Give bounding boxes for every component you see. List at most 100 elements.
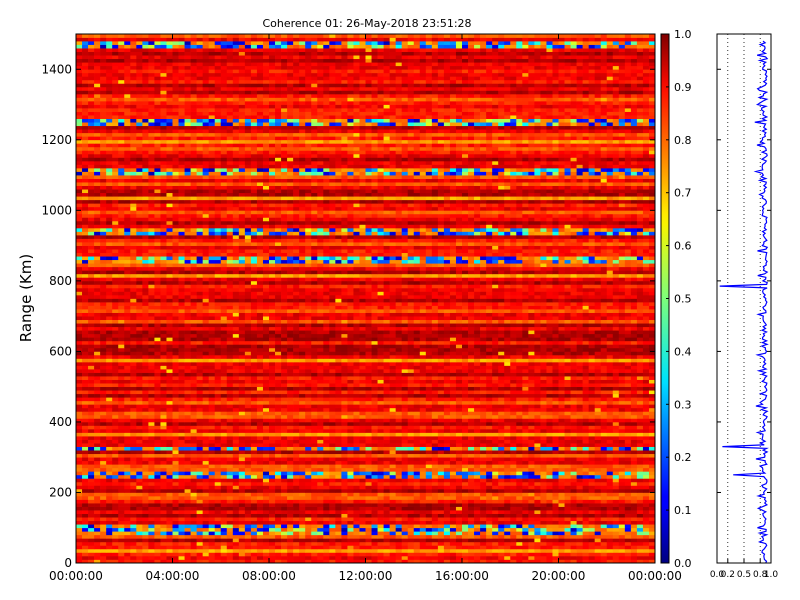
heatmap-cell xyxy=(522,450,529,455)
heatmap-cell xyxy=(395,436,403,440)
heatmap-cell xyxy=(226,517,234,522)
heatmap-cell xyxy=(455,499,463,504)
heatmap-cell xyxy=(275,510,282,514)
heatmap-cell xyxy=(232,495,240,500)
heatmap-cell xyxy=(94,555,101,560)
heatmap-cell xyxy=(618,400,626,405)
heatmap-cell xyxy=(208,531,216,536)
heatmap-cell xyxy=(154,527,161,532)
heatmap-cell xyxy=(359,503,366,507)
heatmap-cell xyxy=(154,471,161,476)
heatmap-cell xyxy=(474,453,481,458)
heatmap-cell xyxy=(576,517,583,522)
heatmap-cell xyxy=(558,510,565,514)
heatmap-cell xyxy=(498,414,505,419)
heatmap-cell xyxy=(226,428,234,433)
heatmap-cell xyxy=(528,450,535,455)
heatmap-cell xyxy=(636,432,644,437)
heatmap-cell xyxy=(642,471,650,476)
heatmap-cell xyxy=(100,439,107,444)
heatmap-cell xyxy=(600,418,608,423)
heatmap-cell xyxy=(516,414,523,419)
heatmap-cell xyxy=(196,481,204,486)
heatmap-cell xyxy=(443,538,451,543)
heatmap-cell xyxy=(612,559,620,564)
heatmap-cell xyxy=(618,492,626,497)
heatmap-cell xyxy=(407,418,415,423)
heatmap-cell xyxy=(311,386,318,391)
heatmap-cell xyxy=(534,506,541,511)
heatmap-cell xyxy=(130,404,137,409)
heatmap-cell xyxy=(112,474,119,479)
heatmap-cell xyxy=(552,534,559,539)
heatmap-cell xyxy=(413,407,421,412)
heatmap-cell xyxy=(214,457,222,462)
heatmap-cell xyxy=(166,439,173,444)
heatmap-cell xyxy=(395,545,403,550)
heatmap-cell xyxy=(148,436,155,440)
heatmap-cell xyxy=(305,510,312,514)
heatmap-cell xyxy=(148,379,155,384)
heatmap-cell xyxy=(510,467,517,472)
heatmap-cell xyxy=(178,421,185,426)
heatmap-cell xyxy=(570,443,577,447)
heatmap-cell xyxy=(588,414,596,419)
heatmap-cell xyxy=(160,538,167,543)
heatmap-cell xyxy=(455,503,463,507)
heatmap-cell xyxy=(76,383,83,388)
heatmap-cell xyxy=(504,453,511,458)
heatmap-cell xyxy=(540,517,547,522)
heatmap-cell xyxy=(118,481,125,486)
heatmap-cell xyxy=(190,425,197,430)
heatmap-cell xyxy=(618,414,626,419)
heatmap-cell xyxy=(250,460,258,465)
heatmap-cell xyxy=(202,407,210,412)
heatmap-cell xyxy=(317,383,324,388)
heatmap-cell xyxy=(389,383,397,388)
heatmap-cell xyxy=(606,457,614,462)
heatmap-cell xyxy=(160,492,167,497)
heatmap-cell xyxy=(244,453,252,458)
heatmap-cell xyxy=(449,428,457,433)
heatmap-cell xyxy=(528,527,535,532)
heatmap-cell xyxy=(407,411,415,416)
heatmap-cell xyxy=(256,386,264,391)
heatmap-cell xyxy=(160,414,167,419)
heatmap-cell xyxy=(600,407,608,412)
heatmap-cell xyxy=(648,439,656,444)
heatmap-cell xyxy=(510,379,517,384)
heatmap-cell xyxy=(570,545,577,550)
heatmap-cell xyxy=(184,499,191,504)
heatmap-cell xyxy=(636,453,644,458)
heatmap-cell xyxy=(154,421,161,426)
heatmap-cell xyxy=(208,510,216,514)
heatmap-cell xyxy=(443,559,451,564)
heatmap-cell xyxy=(88,503,95,507)
heatmap-cell xyxy=(468,548,475,553)
heatmap-cell xyxy=(552,404,559,409)
heatmap-cell xyxy=(455,488,463,493)
heatmap-cell xyxy=(347,474,354,479)
heatmap-cell xyxy=(522,439,529,444)
heatmap-cell xyxy=(305,488,312,493)
heatmap-cell xyxy=(522,414,529,419)
heatmap-cell xyxy=(166,407,173,412)
heatmap-cell xyxy=(293,428,300,433)
heatmap-cell xyxy=(425,527,433,532)
heatmap-cell xyxy=(401,418,409,423)
heatmap-cell xyxy=(136,404,143,409)
heatmap-cell xyxy=(594,538,602,543)
heatmap-cell xyxy=(335,527,342,532)
heatmap-cell xyxy=(160,531,167,536)
heatmap-cell xyxy=(244,383,252,388)
heatmap-cell xyxy=(522,393,529,398)
heatmap-cell xyxy=(220,450,228,455)
heatmap-cell xyxy=(618,460,626,465)
heatmap-cell xyxy=(250,397,258,402)
heatmap-cell xyxy=(154,513,161,518)
heatmap-cell xyxy=(534,383,541,388)
heatmap-cell xyxy=(576,397,583,402)
heatmap-cell xyxy=(190,450,197,455)
heatmap-cell xyxy=(293,446,300,451)
heatmap-cell xyxy=(413,379,421,384)
